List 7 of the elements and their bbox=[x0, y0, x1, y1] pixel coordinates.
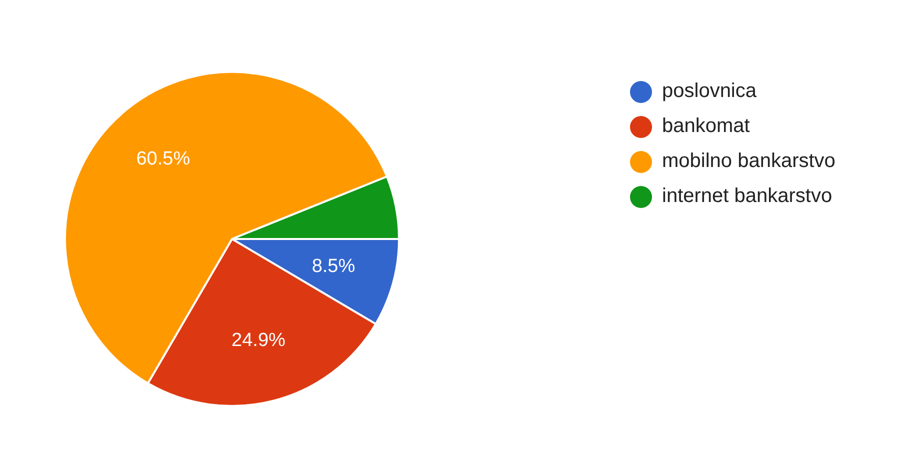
data-label: 60.5% bbox=[136, 148, 190, 170]
data-label: 24.9% bbox=[232, 330, 286, 352]
legend-label: mobilno bankarstvo bbox=[662, 150, 836, 173]
legend-label: internet bankarstvo bbox=[662, 185, 832, 208]
legend-label: bankomat bbox=[662, 115, 750, 138]
legend-label: poslovnica bbox=[662, 80, 757, 103]
data-label: 8.5% bbox=[312, 256, 356, 277]
